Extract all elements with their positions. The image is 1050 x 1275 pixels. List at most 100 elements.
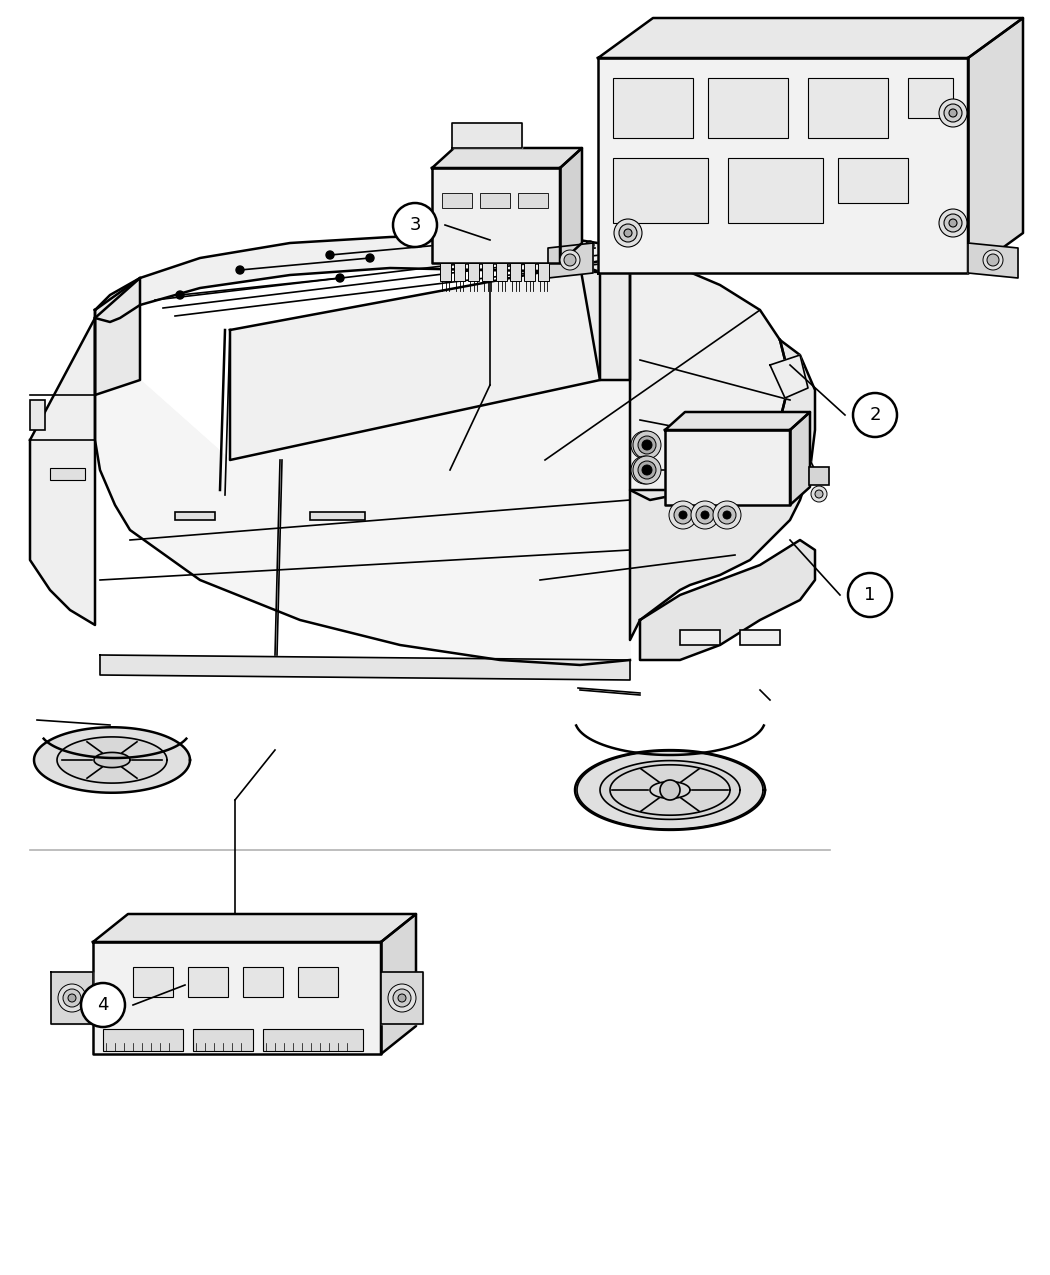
Circle shape <box>176 291 184 300</box>
Circle shape <box>642 440 652 450</box>
Circle shape <box>633 431 662 459</box>
Circle shape <box>516 232 524 240</box>
Circle shape <box>388 984 416 1012</box>
Circle shape <box>939 99 967 128</box>
Polygon shape <box>94 235 630 323</box>
Polygon shape <box>30 317 94 625</box>
Polygon shape <box>381 972 423 1024</box>
Bar <box>310 513 365 520</box>
Polygon shape <box>665 412 810 430</box>
Bar <box>103 1029 183 1051</box>
Bar <box>496 263 507 280</box>
Circle shape <box>398 994 406 1002</box>
Bar <box>440 263 452 280</box>
Circle shape <box>58 984 86 1012</box>
Polygon shape <box>598 57 968 273</box>
Circle shape <box>631 456 659 484</box>
Circle shape <box>638 436 656 454</box>
Circle shape <box>336 274 344 282</box>
Polygon shape <box>790 412 810 505</box>
Bar <box>454 263 465 280</box>
Circle shape <box>640 440 650 450</box>
Circle shape <box>393 203 437 247</box>
Bar <box>538 263 549 280</box>
Bar <box>808 78 888 138</box>
Bar <box>838 158 908 203</box>
Circle shape <box>624 230 632 237</box>
Bar <box>524 263 536 280</box>
Circle shape <box>636 462 654 479</box>
Circle shape <box>638 462 656 479</box>
Bar <box>50 468 85 479</box>
Circle shape <box>987 254 999 266</box>
Polygon shape <box>432 148 582 168</box>
Circle shape <box>326 251 334 259</box>
Bar <box>298 966 338 997</box>
Polygon shape <box>740 440 815 495</box>
Bar <box>482 263 494 280</box>
Circle shape <box>815 490 823 499</box>
Bar <box>708 78 788 138</box>
Polygon shape <box>100 655 630 680</box>
Polygon shape <box>630 260 790 500</box>
Circle shape <box>614 219 642 247</box>
Circle shape <box>586 241 594 249</box>
Circle shape <box>949 219 957 227</box>
Polygon shape <box>640 541 815 660</box>
Polygon shape <box>51 972 93 1024</box>
Polygon shape <box>57 737 167 783</box>
Polygon shape <box>548 244 593 278</box>
Circle shape <box>560 250 580 270</box>
Circle shape <box>701 511 709 519</box>
Polygon shape <box>600 761 740 820</box>
Circle shape <box>660 780 680 799</box>
Polygon shape <box>230 265 600 460</box>
Circle shape <box>631 431 659 459</box>
Circle shape <box>416 238 424 246</box>
Polygon shape <box>94 752 130 768</box>
Circle shape <box>68 994 76 1002</box>
Circle shape <box>811 486 827 502</box>
Text: 3: 3 <box>410 215 421 235</box>
Circle shape <box>496 233 504 241</box>
Circle shape <box>944 214 962 232</box>
Bar <box>133 966 173 997</box>
Circle shape <box>436 241 444 249</box>
Bar <box>243 966 284 997</box>
Bar <box>728 158 823 223</box>
Polygon shape <box>598 18 1023 57</box>
Bar <box>193 1029 253 1051</box>
Circle shape <box>679 511 687 519</box>
Polygon shape <box>575 750 765 830</box>
Circle shape <box>63 989 81 1007</box>
Text: 2: 2 <box>869 405 881 425</box>
Circle shape <box>939 209 967 237</box>
Polygon shape <box>93 942 381 1054</box>
Bar <box>680 630 720 645</box>
Polygon shape <box>432 168 560 263</box>
Polygon shape <box>610 765 730 815</box>
Polygon shape <box>94 278 140 395</box>
Polygon shape <box>94 265 630 666</box>
Polygon shape <box>560 148 582 263</box>
Polygon shape <box>968 244 1018 278</box>
Bar <box>510 263 521 280</box>
Circle shape <box>236 266 244 274</box>
Circle shape <box>696 506 714 524</box>
Circle shape <box>620 224 637 242</box>
Polygon shape <box>650 782 690 798</box>
Polygon shape <box>665 430 790 505</box>
Circle shape <box>949 108 957 117</box>
Bar <box>518 193 548 208</box>
Polygon shape <box>630 340 815 640</box>
Bar <box>262 1029 363 1051</box>
Polygon shape <box>93 914 416 942</box>
Circle shape <box>366 254 374 261</box>
Circle shape <box>393 989 411 1007</box>
Bar <box>613 158 708 223</box>
Circle shape <box>713 501 741 529</box>
Bar <box>188 966 228 997</box>
Polygon shape <box>770 354 808 398</box>
Circle shape <box>633 456 662 484</box>
Circle shape <box>642 465 652 476</box>
